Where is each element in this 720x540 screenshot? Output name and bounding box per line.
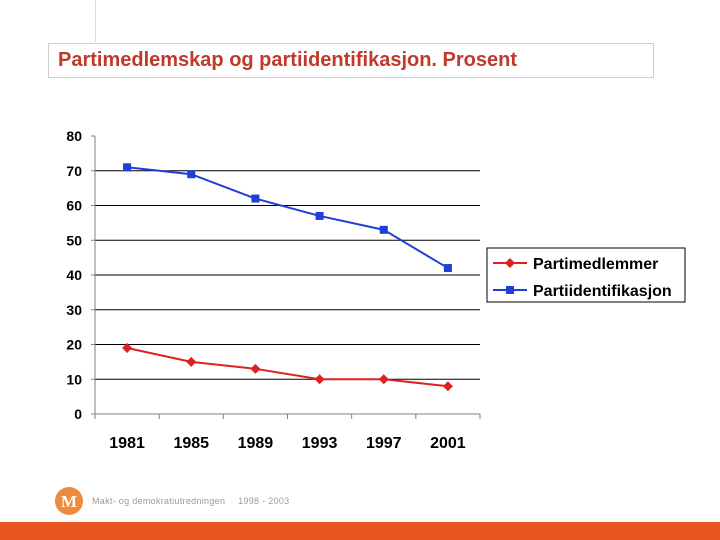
- y-tick-label: 70: [66, 163, 82, 179]
- data-point-partimedlemmer: [314, 374, 325, 385]
- x-tick-label: 1993: [302, 435, 338, 452]
- series-line-partiidentifikasjon: [126, 166, 449, 269]
- x-tick-label: 1985: [173, 435, 209, 452]
- data-point-partiidentifikasjon: [187, 170, 196, 179]
- y-tick-label: 30: [66, 302, 82, 318]
- data-point-partimedlemmer: [186, 356, 197, 367]
- x-tick-label: 2001: [430, 435, 466, 452]
- y-tick-label: 0: [74, 406, 82, 422]
- legend-label-partimedlemmer: Partimedlemmer: [533, 256, 658, 273]
- x-tick-label: 1997: [366, 435, 402, 452]
- data-point-partimedlemmer: [442, 381, 453, 392]
- legend-box: [486, 247, 686, 303]
- footer-text: Makt- og demokratiutredningen 1998 - 200…: [92, 496, 289, 506]
- data-point-partimedlemmer: [122, 342, 133, 353]
- footer-org: Makt- og demokratiutredningen: [92, 496, 226, 506]
- y-tick-label: 50: [66, 232, 82, 248]
- y-tick-label: 60: [66, 198, 82, 214]
- data-point-partiidentifikasjon: [443, 264, 452, 273]
- y-tick-label: 40: [66, 267, 82, 283]
- makt-og-demokrati-logo-icon: M: [55, 487, 83, 515]
- top-divider-line: [95, 0, 96, 42]
- y-tick-label: 80: [66, 128, 82, 144]
- x-tick-label: 1989: [238, 435, 274, 452]
- title-box: Partimedlemskap og partiidentifikasjon. …: [48, 43, 654, 78]
- data-point-partiidentifikasjon: [315, 211, 324, 220]
- data-point-partiidentifikasjon: [123, 163, 132, 172]
- y-tick-label: 20: [66, 337, 82, 353]
- footer-bar: [0, 522, 720, 540]
- data-point-partimedlemmer: [378, 374, 389, 385]
- x-tick-label: 1981: [109, 435, 145, 452]
- legend-marker-partimedlemmer: [505, 258, 515, 268]
- series-line-partimedlemmer: [126, 346, 449, 388]
- footer-years: 1998 - 2003: [238, 496, 290, 506]
- logo-letter: M: [61, 492, 77, 511]
- data-point-partiidentifikasjon: [251, 194, 260, 203]
- legend-marker-partiidentifikasjon: [506, 286, 514, 294]
- data-point-partiidentifikasjon: [379, 225, 388, 234]
- page-title: Partimedlemskap og partiidentifikasjon. …: [58, 49, 518, 71]
- legend-label-partiidentifikasjon: Partiidentifikasjon: [533, 283, 672, 300]
- data-point-partimedlemmer: [250, 363, 261, 374]
- y-tick-label: 10: [66, 371, 82, 387]
